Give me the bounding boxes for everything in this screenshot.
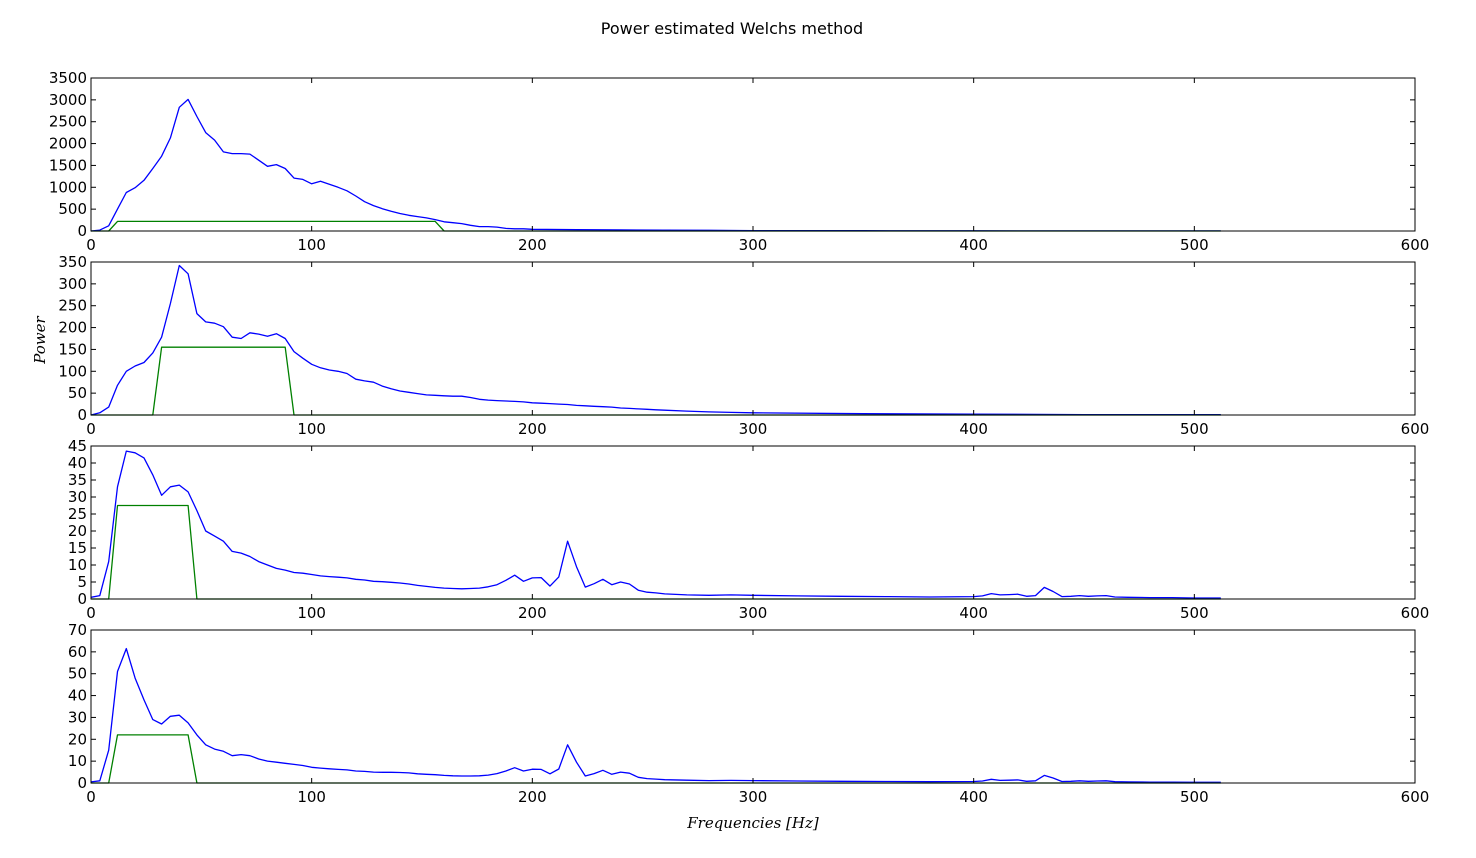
- y-tick-label: 45: [68, 437, 87, 455]
- x-tick-label: 300: [739, 236, 768, 254]
- series-line-1: [90, 264, 1221, 416]
- y-tick-label: 25: [68, 505, 87, 523]
- y-tick-label: 50: [68, 384, 87, 402]
- x-tick-label: 600: [1401, 788, 1430, 806]
- y-tick-label: 40: [68, 454, 87, 472]
- y-tick-label: 20: [68, 730, 87, 748]
- x-tick-label: 100: [297, 604, 326, 622]
- y-tick-label: 70: [68, 621, 87, 639]
- x-tick-label: 500: [1180, 420, 1209, 438]
- x-tick-label: 0: [86, 604, 96, 622]
- x-axis-label: Frequencies [Hz]: [686, 814, 819, 832]
- x-tick-label: 300: [739, 788, 768, 806]
- x-tick-label: 600: [1401, 604, 1430, 622]
- x-tick-label: 100: [297, 236, 326, 254]
- y-tick-label: 1500: [49, 156, 87, 174]
- series-line-1: [90, 450, 1221, 599]
- x-tick-label: 600: [1401, 420, 1430, 438]
- x-tick-label: 400: [959, 420, 988, 438]
- y-tick-label: 0: [77, 590, 87, 608]
- subplots: 0 100 200 300 400 500 600050010001500200025003…: [49, 69, 1430, 806]
- y-tick-label: 0: [77, 222, 87, 240]
- x-tick-label: 100: [297, 788, 326, 806]
- y-tick-label: 3500: [49, 69, 87, 87]
- series-line-1: [90, 647, 1221, 783]
- x-tick-label: 500: [1180, 236, 1209, 254]
- y-tick-label: 20: [68, 522, 87, 540]
- y-tick-label: 10: [68, 556, 87, 574]
- x-tick-label: 0: [86, 236, 96, 254]
- figure-title: Power estimated Welchs method: [601, 19, 863, 38]
- y-tick-label: 3000: [49, 91, 87, 109]
- y-tick-label: 500: [58, 200, 87, 218]
- y-tick-label: 200: [58, 319, 87, 337]
- x-tick-label: 400: [959, 604, 988, 622]
- subplot-2: 0 100 200 300 400 500 600 0 50 100 150 200 250 300 350: [58, 253, 1429, 438]
- subplot-4: 0 100 200 300 400 500 600 0 10 20 30 40 50 60 70: [68, 621, 1429, 806]
- x-tick-label: 500: [1180, 788, 1209, 806]
- y-tick-label: 30: [68, 708, 87, 726]
- y-tick-label: 2500: [49, 113, 87, 131]
- x-tick-label: 100: [297, 420, 326, 438]
- series-line-1: [90, 98, 1221, 232]
- x-tick-label: 300: [739, 604, 768, 622]
- y-tick-label: 10: [68, 752, 87, 770]
- x-tick-label: 200: [518, 604, 547, 622]
- x-tick-label: 200: [518, 420, 547, 438]
- subplot-1: 0 100 200 300 400 500 600 0 500 1000 1500 2000 2500 3…: [49, 69, 1430, 254]
- y-tick-label: 0: [77, 774, 87, 792]
- y-tick-label: 5: [77, 573, 87, 591]
- y-tick-label: 0: [77, 406, 87, 424]
- x-tick-label: 500: [1180, 604, 1209, 622]
- y-tick-label: 2000: [49, 135, 87, 153]
- x-tick-label: 300: [739, 420, 768, 438]
- y-axis-label: Power: [31, 315, 49, 364]
- y-tick-label: 15: [68, 539, 87, 557]
- y-tick-label: 250: [58, 297, 87, 315]
- y-tick-label: 1000: [49, 178, 87, 196]
- y-tick-label: 100: [58, 362, 87, 380]
- y-tick-label: 300: [58, 275, 87, 293]
- y-tick-label: 30: [68, 488, 87, 506]
- x-tick-label: 200: [518, 788, 547, 806]
- y-tick-label: 60: [68, 643, 87, 661]
- y-tick-label: 35: [68, 471, 87, 489]
- y-tick-label: 150: [58, 340, 87, 358]
- y-tick-label: 50: [68, 665, 87, 683]
- y-tick-label: 350: [58, 253, 87, 271]
- x-tick-label: 0: [86, 420, 96, 438]
- x-tick-label: 0: [86, 788, 96, 806]
- x-tick-label: 400: [959, 788, 988, 806]
- x-tick-label: 200: [518, 236, 547, 254]
- x-tick-label: 600: [1401, 236, 1430, 254]
- x-tick-label: 400: [959, 236, 988, 254]
- y-tick-label: 40: [68, 687, 87, 705]
